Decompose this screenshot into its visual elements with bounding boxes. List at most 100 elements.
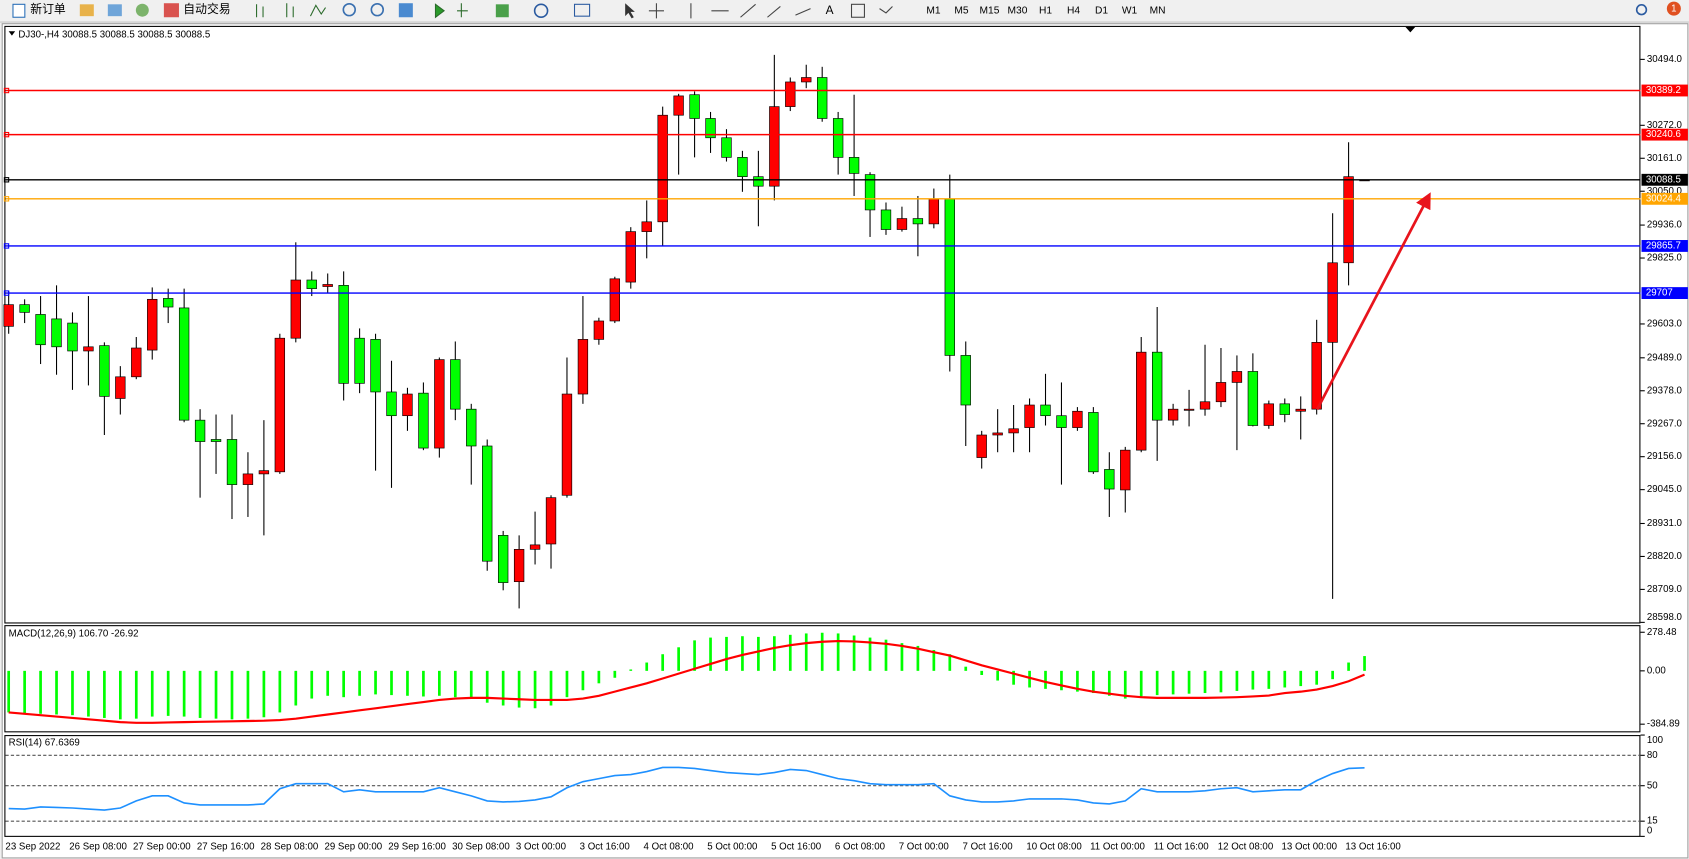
candle-body [976,434,987,458]
label-tool[interactable] [850,3,865,18]
search-icon[interactable] [1635,4,1648,16]
candle-body [1231,371,1243,383]
x-tick-label: 6 Oct 08:00 [835,842,886,853]
candle-body [864,174,876,211]
candle-body [178,307,190,421]
autoscroll-icons[interactable] [434,3,468,19]
timeframe-button[interactable]: MN [1150,5,1166,16]
candle-body [960,355,971,406]
close-value: 30088.5 [175,29,210,40]
toolbar: 新订单 自动交易 A 1 M1 M5 M15 M30 H1 H4 D1 W1 MN [0,1,1689,23]
candle-body [19,304,30,313]
candle-body [753,176,764,187]
timeframe-button[interactable]: D1 [1095,5,1108,16]
candle-body [785,81,796,107]
timeframe-button[interactable]: W1 [1122,5,1138,16]
signal-value: -26.92 [111,628,138,639]
x-tick-label: 7 Oct 00:00 [899,842,950,853]
candle-body [322,284,333,287]
y-tick-label: 30272.0 [1647,120,1683,131]
candle-body [1104,469,1115,490]
y-tick-label: 30050.0 [1647,186,1683,197]
periods-icon[interactable] [533,3,549,19]
candle-body [194,419,206,442]
chart-window [1,23,1689,859]
level-label-box [1641,173,1688,186]
candle-body [609,278,620,322]
chart-type-icons[interactable] [256,3,326,18]
y-tick-label: 29825.0 [1647,253,1683,264]
x-tick-label: 7 Oct 16:00 [963,842,1014,853]
zoom-out-icon[interactable] [370,2,385,17]
arrows-tool[interactable] [879,6,893,14]
timeframe-button[interactable]: M5 [954,5,969,16]
candle-body [545,497,557,545]
x-tick-label: 28 Sep 08:00 [261,842,319,853]
macd-value: 106.70 [79,628,109,639]
candle-body [482,445,493,562]
level-label-box [1641,84,1688,97]
new-order-label: 新订单 [30,2,66,16]
candle-body [1136,351,1147,451]
x-tick-label: 3 Oct 00:00 [516,842,567,853]
x-tick-label: 13 Oct 16:00 [1345,842,1401,853]
timeframe-button[interactable]: H1 [1039,5,1052,16]
candle-body [51,318,62,348]
timeframe-button[interactable]: H4 [1067,5,1080,16]
timeframe-button[interactable]: M1 [926,5,941,16]
level-handle [3,196,10,202]
y-tick-label: 28709.0 [1647,584,1683,595]
level-handle [3,290,10,296]
candle-body [131,347,142,378]
level-label: 30240.6 [1646,129,1681,140]
x-tick-label: 11 Oct 16:00 [1154,842,1209,853]
tile-icon[interactable] [398,3,413,18]
cursor-icon[interactable] [625,3,635,19]
candle-body [226,439,238,485]
candle-body [466,408,477,447]
candle-body [1167,408,1179,421]
indicators-icon[interactable] [495,4,509,18]
auto-trading-button[interactable]: 自动交易 [163,2,231,18]
candle-body [1215,382,1227,403]
open-value: 30088.5 [62,29,97,40]
templates-icon[interactable] [573,3,591,17]
candle-body [944,198,955,356]
level-label-box [1641,240,1688,252]
x-tick-label: 13 Oct 00:00 [1282,842,1338,853]
candle-body [1024,404,1035,428]
y-tick-label: 29489.0 [1647,352,1683,363]
level-label-box [1641,192,1688,205]
candle-body [1056,415,1067,428]
high-value: 30088.5 [100,29,135,40]
text-tool[interactable]: A [826,3,834,17]
candle-body [1183,408,1195,411]
candle-body [1311,342,1322,410]
y-tick-label: 29267.0 [1647,418,1683,429]
new-order-button[interactable]: 新订单 [12,2,66,18]
notification-badge[interactable] [1666,1,1681,16]
candle-body [577,339,589,395]
timeframe-button[interactable]: M15 [980,5,1000,16]
y-tick-label: 15 [1647,816,1658,827]
y-tick-label: 29378.0 [1647,385,1683,396]
candle-body [83,346,94,352]
level-handle [3,131,10,138]
drawing-tools[interactable] [648,3,811,19]
y-tick-label: 29936.0 [1647,220,1683,231]
candle-body [737,157,748,177]
candle-body [1088,412,1099,473]
zoom-in-icon[interactable] [342,2,356,17]
x-tick-label: 5 Oct 00:00 [707,842,758,853]
toolbar-icon[interactable] [107,4,122,17]
candle-body [1343,176,1354,264]
candle-body [242,473,254,485]
toolbar-icon[interactable] [79,4,94,17]
level-label-box [1641,287,1688,300]
candle-body [497,535,509,583]
chart-shift-marker [1405,26,1416,33]
x-tick-label: 11 Oct 00:00 [1090,842,1145,853]
toolbar-icon[interactable] [135,3,149,17]
timeframe-button[interactable]: M30 [1008,5,1028,16]
